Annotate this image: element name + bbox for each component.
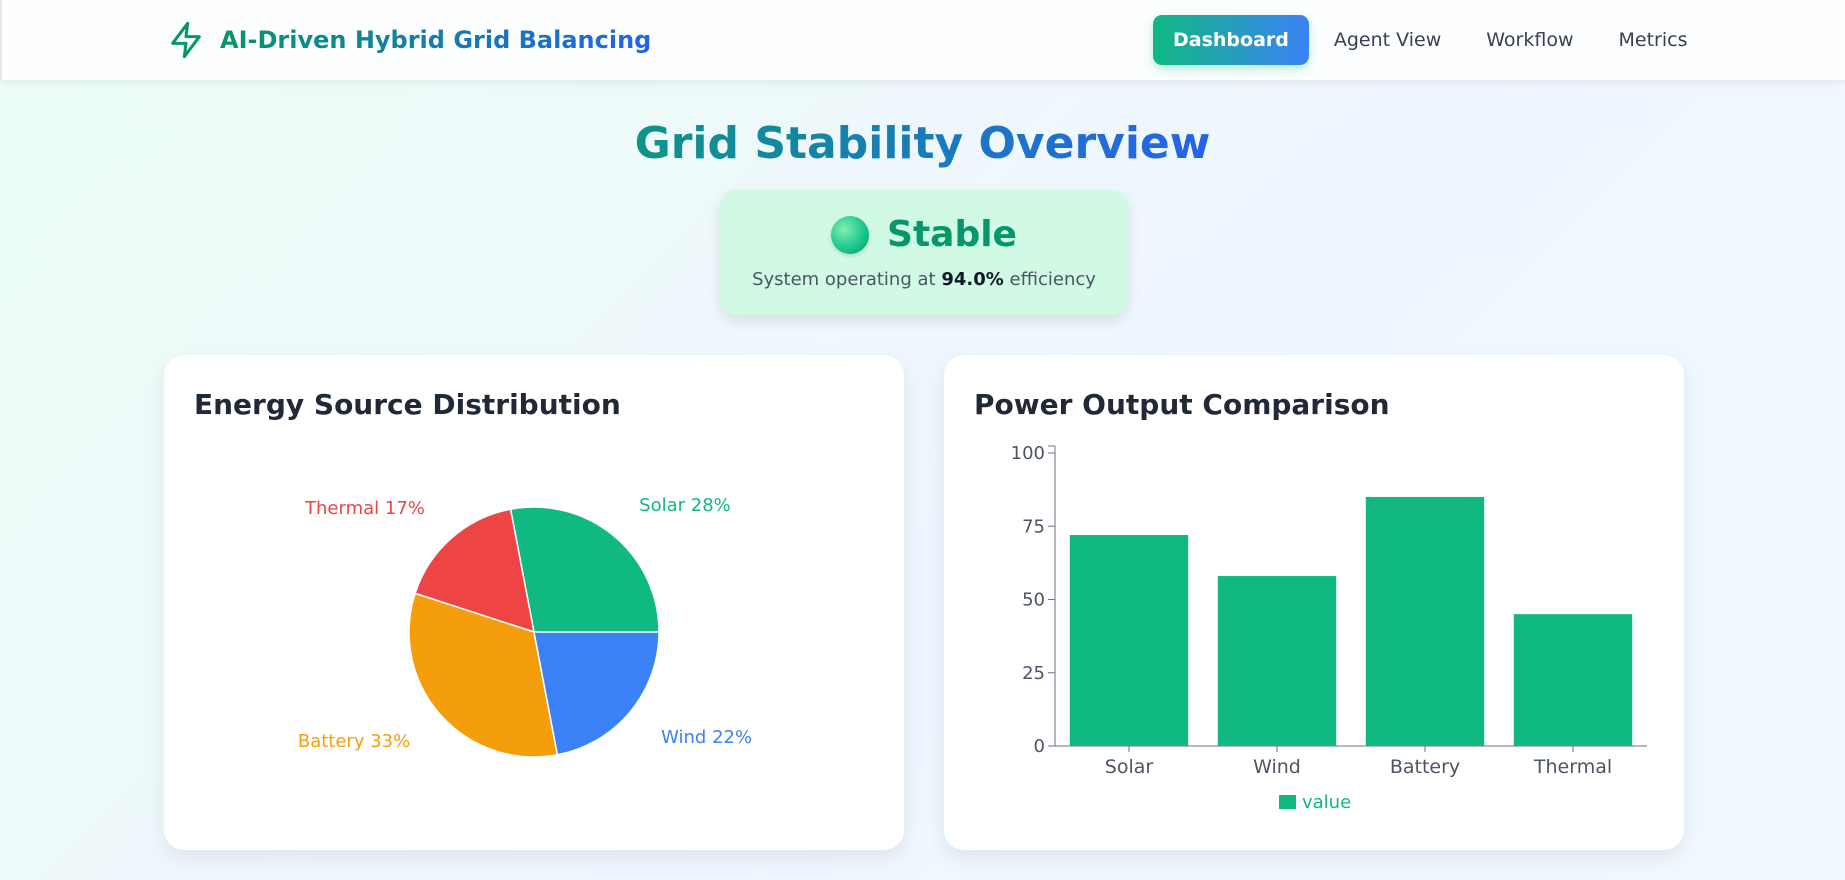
status-label: Stable [887, 214, 1017, 255]
status-description: System operating at 94.0% efficiency [752, 269, 1096, 290]
pie-label-battery: Battery 33% [298, 731, 410, 752]
page-title: Grid Stability Overview [634, 118, 1211, 169]
x-tick-label: Thermal [1533, 756, 1612, 778]
pie-label-thermal: Thermal 17% [304, 498, 425, 519]
legend-swatch [1279, 795, 1296, 809]
energy-distribution-card: Energy Source Distribution Solar 28% Ther… [164, 355, 904, 850]
nav-agent-view-button[interactable]: Agent View [1314, 15, 1461, 65]
y-tick-label: 50 [1022, 590, 1045, 611]
bar-battery[interactable] [1365, 496, 1485, 746]
main-nav: Dashboard Agent View Workflow Metrics [1153, 15, 1712, 65]
energy-pie-chart: Solar 28% Thermal 17% Battery 33% Wind 22% [298, 495, 752, 758]
bar-thermal[interactable] [1513, 614, 1633, 746]
power-output-title: Power Output Comparison [974, 388, 1390, 421]
brand[interactable]: AI-Driven Hybrid Grid Balancing [166, 20, 651, 60]
pie-slice-wind[interactable] [533, 631, 660, 756]
nav-metrics-button[interactable]: Metrics [1599, 15, 1708, 65]
energy-distribution-title: Energy Source Distribution [194, 388, 621, 421]
y-tick-label: 75 [1022, 516, 1045, 537]
pie-slice-solar[interactable] [509, 506, 660, 633]
bar-solar[interactable] [1069, 535, 1189, 746]
y-tick-label: 25 [1022, 663, 1045, 684]
lightning-bolt-icon [171, 21, 201, 59]
power-output-card: Power Output Comparison 0 25 50 75 100 Solar W… [944, 355, 1684, 850]
y-tick-label: 100 [1011, 443, 1045, 464]
pie-label-wind: Wind 22% [661, 727, 752, 748]
x-tick-label: Solar [1105, 756, 1154, 778]
nav-workflow-button[interactable]: Workflow [1466, 15, 1593, 65]
pie-slice-battery[interactable] [408, 592, 559, 758]
pie-label-solar: Solar 28% [639, 495, 731, 516]
efficiency-value: 94.0% [941, 269, 1004, 290]
app-title: AI-Driven Hybrid Grid Balancing [220, 26, 652, 54]
status-card: Stable System operating at 94.0% efficie… [720, 190, 1128, 315]
status-indicator-icon [831, 215, 870, 254]
x-tick-label: Wind [1253, 756, 1301, 778]
power-bar-chart: 0 25 50 75 100 Solar Wind Battery Thermal value [1011, 443, 1647, 813]
bar-wind[interactable] [1217, 576, 1337, 746]
navbar: AI-Driven Hybrid Grid Balancing Dashboar… [0, 0, 1845, 80]
nav-dashboard-button[interactable]: Dashboard [1153, 15, 1309, 65]
x-tick-label: Battery [1390, 756, 1460, 778]
legend-label[interactable]: value [1302, 792, 1351, 813]
pie-slice-thermal[interactable] [414, 508, 535, 634]
y-tick-label: 0 [1034, 736, 1045, 757]
